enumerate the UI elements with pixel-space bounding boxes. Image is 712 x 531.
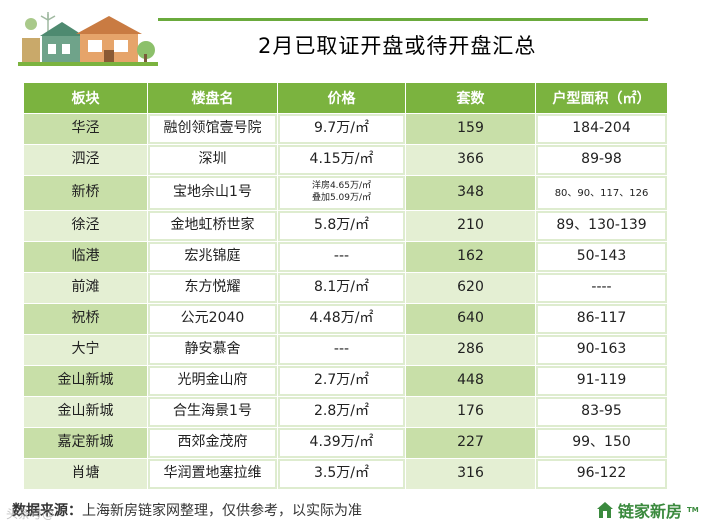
cell-area: 86-117 <box>535 303 668 335</box>
cell-district: 临港 <box>23 241 148 273</box>
house-logo-icon <box>597 502 613 518</box>
cell-price: 4.48万/㎡ <box>277 303 406 335</box>
cell-district: 前滩 <box>23 272 148 304</box>
cell-area: 83-95 <box>535 396 668 428</box>
header-units: 套数 <box>405 82 536 114</box>
price-line-2: 叠加5.09万/㎡ <box>311 193 372 203</box>
cell-project: 光明金山府 <box>147 365 278 397</box>
cell-price: 5.8万/㎡ <box>277 210 406 242</box>
cell-area: 89-98 <box>535 144 668 176</box>
cell-project: 东方悦耀 <box>147 272 278 304</box>
cell-units: 316 <box>405 458 536 490</box>
header-district: 板块 <box>23 82 148 114</box>
cell-district: 徐泾 <box>23 210 148 242</box>
cell-price: 2.7万/㎡ <box>277 365 406 397</box>
summary-table: 板块 楼盘名 价格 套数 户型面积（㎡） 华泾 融创领馆壹号院 9.7万/㎡ 1… <box>23 82 668 490</box>
table-row: 金山新城 合生海景1号 2.8万/㎡ 176 83-95 <box>23 396 668 428</box>
cell-units: 448 <box>405 365 536 397</box>
cell-area: 89、130-139 <box>535 210 668 242</box>
title-divider <box>158 18 648 21</box>
cell-units: 159 <box>405 113 536 145</box>
price-line-1: 洋房4.65万/㎡ <box>311 181 372 192</box>
footer-source-text: 上海新房链家网整理，仅供参考，以实际为准 <box>82 503 362 519</box>
cell-price: 4.15万/㎡ <box>277 144 406 176</box>
table-row: 新桥 宝地佘山1号 洋房4.65万/㎡ 叠加5.09万/㎡ 348 80、90、… <box>23 175 668 211</box>
cell-area: 90-163 <box>535 334 668 366</box>
footer-source-label: 数据来源： <box>12 503 82 519</box>
cell-project: 金地虹桥世家 <box>147 210 278 242</box>
cell-project: 合生海景1号 <box>147 396 278 428</box>
cell-units: 162 <box>405 241 536 273</box>
cell-units: 640 <box>405 303 536 335</box>
watermark: 头条号@ <box>6 507 55 521</box>
table-row: 嘉定新城 西郊金茂府 4.39万/㎡ 227 99、150 <box>23 427 668 459</box>
cell-units: 620 <box>405 272 536 304</box>
table-row: 泗泾 深圳 4.15万/㎡ 366 89-98 <box>23 144 668 176</box>
header-area: 户型面积（㎡） <box>535 82 668 114</box>
table-row: 祝桥 公元2040 4.48万/㎡ 640 86-117 <box>23 303 668 335</box>
cell-price: 9.7万/㎡ <box>277 113 406 145</box>
cell-price: --- <box>277 334 406 366</box>
table-row: 肖塘 华润置地塞拉维 3.5万/㎡ 316 96-122 <box>23 458 668 490</box>
cell-area: 96-122 <box>535 458 668 490</box>
table-row: 徐泾 金地虹桥世家 5.8万/㎡ 210 89、130-139 <box>23 210 668 242</box>
cell-district: 金山新城 <box>23 365 148 397</box>
cell-units: 366 <box>405 144 536 176</box>
footer-source: 数据来源：上海新房链家网整理，仅供参考，以实际为准 <box>12 500 362 520</box>
cell-area: 184-204 <box>535 113 668 145</box>
cell-project: 深圳 <box>147 144 278 176</box>
cell-project: 公元2040 <box>147 303 278 335</box>
cell-price: 洋房4.65万/㎡ 叠加5.09万/㎡ <box>277 175 406 211</box>
cell-price: --- <box>277 241 406 273</box>
cell-price: 4.39万/㎡ <box>277 427 406 459</box>
cell-district: 祝桥 <box>23 303 148 335</box>
cell-project: 西郊金茂府 <box>147 427 278 459</box>
cell-district: 泗泾 <box>23 144 148 176</box>
table-row: 华泾 融创领馆壹号院 9.7万/㎡ 159 184-204 <box>23 113 668 145</box>
cell-district: 新桥 <box>23 175 148 211</box>
cell-district: 金山新城 <box>23 396 148 428</box>
table-row: 大宁 静安慕舍 --- 286 90-163 <box>23 334 668 366</box>
logo-text: 链家新房 <box>618 502 683 521</box>
cell-project: 宏兆锦庭 <box>147 241 278 273</box>
table-header-row: 板块 楼盘名 价格 套数 户型面积（㎡） <box>23 82 668 114</box>
cell-units: 286 <box>405 334 536 366</box>
header-project: 楼盘名 <box>147 82 278 114</box>
cell-area: ---- <box>535 272 668 304</box>
cell-project: 静安慕舍 <box>147 334 278 366</box>
cell-district: 肖塘 <box>23 458 148 490</box>
cell-units: 210 <box>405 210 536 242</box>
cell-district: 大宁 <box>23 334 148 366</box>
logo-trademark: TM <box>687 506 699 514</box>
cell-units: 227 <box>405 427 536 459</box>
cell-price: 8.1万/㎡ <box>277 272 406 304</box>
lianjia-logo: 链家新房 TM <box>596 498 699 522</box>
page-title: 2月已取证开盘或待开盘汇总 <box>258 34 537 58</box>
cell-project: 华润置地塞拉维 <box>147 458 278 490</box>
house-illustration <box>18 10 158 66</box>
cell-price: 3.5万/㎡ <box>277 458 406 490</box>
cell-units: 348 <box>405 175 536 211</box>
cell-area: 50-143 <box>535 241 668 273</box>
cell-area: 80、90、117、126 <box>535 175 668 211</box>
table-row: 金山新城 光明金山府 2.7万/㎡ 448 91-119 <box>23 365 668 397</box>
cell-area: 91-119 <box>535 365 668 397</box>
cell-price: 2.8万/㎡ <box>277 396 406 428</box>
cell-district: 嘉定新城 <box>23 427 148 459</box>
cell-district: 华泾 <box>23 113 148 145</box>
cell-project: 宝地佘山1号 <box>147 175 278 211</box>
cell-project: 融创领馆壹号院 <box>147 113 278 145</box>
table-row: 前滩 东方悦耀 8.1万/㎡ 620 ---- <box>23 272 668 304</box>
table-row: 临港 宏兆锦庭 --- 162 50-143 <box>23 241 668 273</box>
cell-area: 99、150 <box>535 427 668 459</box>
header-price: 价格 <box>277 82 406 114</box>
cell-units: 176 <box>405 396 536 428</box>
